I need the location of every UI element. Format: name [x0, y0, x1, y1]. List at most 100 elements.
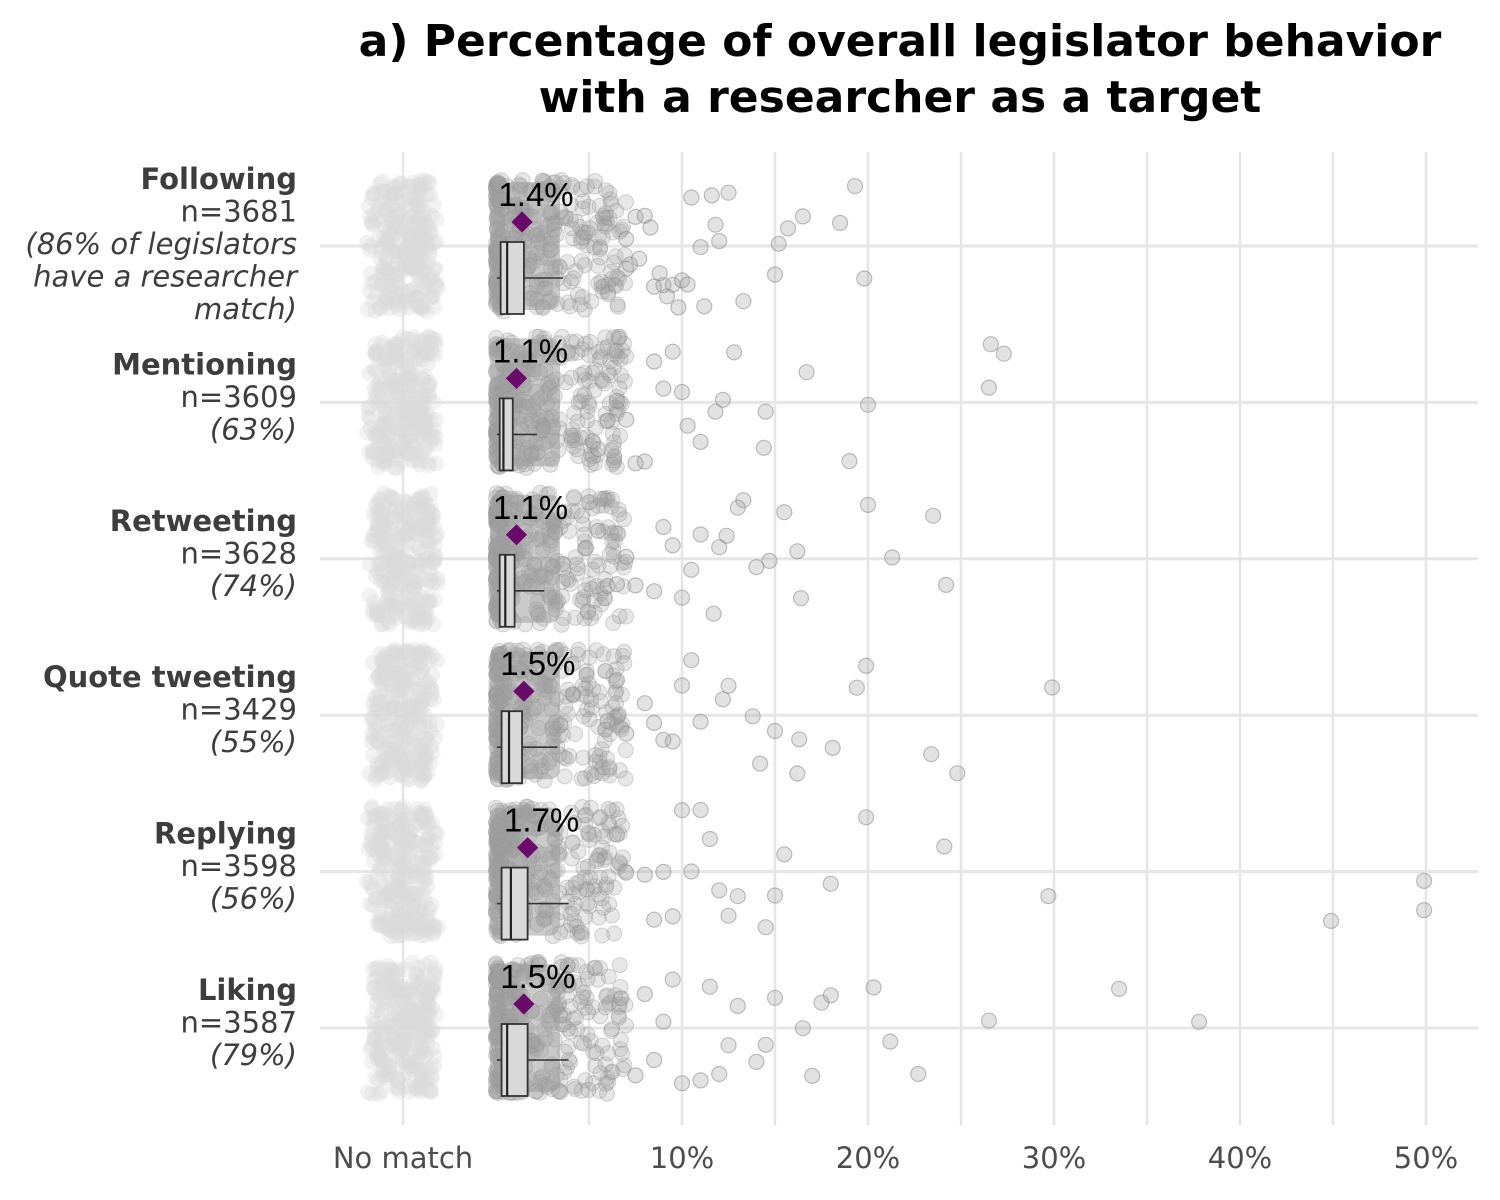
- outlier-point: [720, 184, 737, 201]
- no-match-point: [426, 552, 442, 569]
- no-match-point: [398, 690, 415, 707]
- no-match-point: [413, 332, 430, 349]
- no-match-point: [395, 1035, 412, 1052]
- no-match-point: [386, 491, 403, 508]
- no-match-point: [369, 760, 386, 777]
- no-match-point: [392, 280, 409, 297]
- no-match-point: [389, 420, 406, 437]
- no-match-point: [411, 897, 428, 914]
- no-match-point: [424, 685, 441, 702]
- data-point: [576, 257, 593, 274]
- no-match-point: [416, 228, 433, 245]
- no-match-point: [419, 355, 436, 372]
- no-match-point: [394, 423, 410, 439]
- no-match-point: [413, 806, 430, 823]
- no-match-point: [396, 986, 413, 1003]
- no-match-point: [372, 683, 388, 700]
- no-match-point: [386, 999, 403, 1016]
- no-match-point: [374, 676, 391, 693]
- no-match-point: [368, 344, 384, 361]
- no-match-point: [414, 263, 431, 280]
- no-match-point: [413, 347, 430, 364]
- no-match-point: [415, 698, 432, 715]
- no-match-point: [400, 1057, 417, 1074]
- data-point: [588, 853, 605, 870]
- no-match-point: [387, 185, 404, 202]
- no-match-point: [409, 1007, 426, 1024]
- no-match-point: [379, 1069, 396, 1086]
- no-match-point: [385, 607, 402, 624]
- no-match-point: [413, 837, 430, 854]
- mean-label: 1.5%: [500, 958, 575, 995]
- x-tick-label: 50%: [1394, 1141, 1458, 1175]
- data-point: [595, 899, 612, 916]
- no-match-point: [367, 303, 384, 320]
- no-match-point: [416, 1016, 433, 1033]
- mean-label: 1.7%: [504, 802, 579, 839]
- no-match-point: [411, 762, 428, 779]
- no-match-point: [374, 445, 391, 462]
- no-match-point: [362, 419, 379, 436]
- outlier-point: [882, 1033, 899, 1050]
- no-match-point: [403, 356, 420, 373]
- no-match-point: [402, 716, 419, 733]
- outlier-point: [824, 739, 841, 757]
- category-name: Retweeting: [110, 504, 297, 538]
- no-match-point: [400, 1083, 417, 1100]
- no-match-point: [382, 596, 399, 613]
- no-match-point: [374, 514, 390, 531]
- no-match-point: [378, 249, 395, 266]
- data-point: [596, 732, 613, 749]
- data-point: [589, 257, 606, 274]
- no-match-point: [391, 1012, 408, 1029]
- no-match-point: [407, 844, 424, 861]
- no-match-point: [373, 266, 390, 282]
- data-point: [594, 927, 611, 944]
- no-match-point: [375, 520, 392, 537]
- data-point: [559, 923, 576, 939]
- no-match-point: [409, 452, 426, 469]
- no-match-point: [421, 511, 438, 528]
- data-point: [553, 172, 570, 189]
- no-match-point: [380, 551, 397, 568]
- no-match-point: [393, 567, 410, 584]
- no-match-point: [374, 334, 390, 351]
- no-match-point: [420, 516, 437, 533]
- no-match-point: [386, 394, 403, 411]
- no-match-point: [395, 521, 412, 538]
- no-match-point: [416, 736, 433, 753]
- no-match-point: [393, 825, 410, 842]
- no-match-point: [425, 575, 441, 592]
- no-match-point: [371, 1048, 388, 1065]
- outlier-point: [673, 1075, 691, 1092]
- no-match-point: [389, 385, 406, 402]
- no-match-point: [407, 247, 424, 264]
- no-match-point: [378, 817, 395, 834]
- no-match-point: [417, 813, 434, 830]
- no-match-point: [395, 252, 412, 269]
- data-point: [610, 298, 626, 315]
- no-match-point: [421, 653, 438, 670]
- no-match-point: [423, 917, 440, 934]
- no-match-point: [391, 533, 408, 550]
- no-match-point: [390, 195, 407, 212]
- no-match-point: [406, 342, 423, 359]
- no-match-point: [412, 664, 429, 681]
- no-match-point: [416, 818, 433, 835]
- no-match-point: [373, 566, 390, 582]
- no-match-point: [417, 613, 434, 630]
- no-match-point: [423, 980, 440, 997]
- no-match-point: [427, 1006, 444, 1023]
- no-match-point: [394, 1041, 411, 1058]
- no-match-point: [418, 1023, 435, 1040]
- no-match-point: [368, 986, 385, 1003]
- no-match-point: [378, 594, 395, 611]
- no-match-point: [395, 245, 412, 262]
- no-match-point: [413, 1071, 430, 1088]
- no-match-point: [408, 248, 425, 265]
- no-match-point: [410, 256, 427, 273]
- no-match-point: [424, 288, 441, 305]
- no-match-point: [422, 225, 439, 241]
- no-match-point: [377, 851, 394, 868]
- no-match-point: [396, 507, 413, 524]
